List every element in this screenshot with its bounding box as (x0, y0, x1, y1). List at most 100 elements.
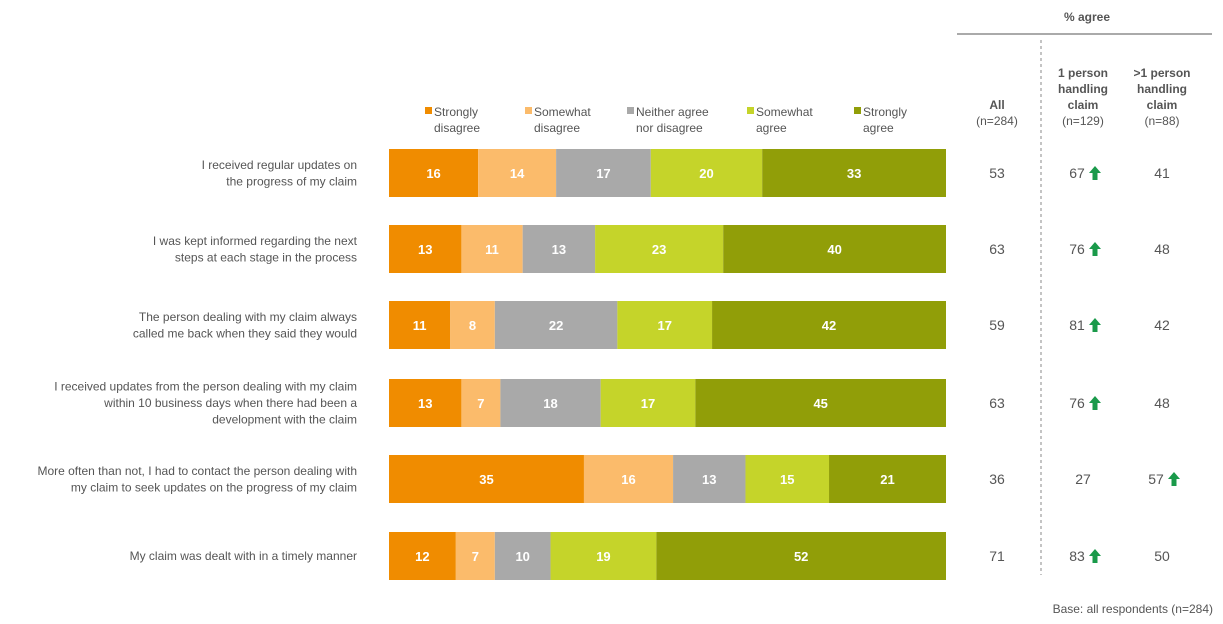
agree-value: 36 (989, 471, 1005, 487)
up-arrow-icon (1168, 472, 1180, 486)
bar-value-label: 17 (596, 166, 610, 181)
bar-segment-strongly-disagree (389, 149, 479, 197)
bar-segment-somewhat-agree (595, 225, 724, 273)
row-label: I received updates from the person deali… (54, 380, 357, 394)
bar-segment-neither-agree-nor-disagree (522, 225, 596, 273)
bar-value-label: 22 (549, 318, 563, 333)
row-label: steps at each stage in the process (175, 250, 357, 264)
row-label: I was kept informed regarding the next (153, 234, 358, 248)
bar-segment-somewhat-disagree (455, 532, 495, 580)
agree-value: 27 (1075, 471, 1091, 487)
bar-value-label: 13 (702, 472, 716, 487)
bar-segment-neither-agree-nor-disagree (500, 379, 601, 427)
bar-segment-somewhat-agree (550, 532, 657, 580)
bar-segment-somewhat-disagree (461, 225, 523, 273)
agree-value: 63 (989, 395, 1005, 411)
column-header: handling (1058, 82, 1108, 96)
agree-value: 81 (1069, 317, 1085, 333)
bar-segment-strongly-disagree (389, 532, 456, 580)
bar-segment-strongly-disagree (389, 301, 451, 349)
bar-value-label: 40 (827, 242, 841, 257)
bar-segment-neither-agree-nor-disagree (673, 455, 746, 503)
column-header: (n=129) (1062, 114, 1104, 128)
legend-swatch (425, 107, 432, 114)
bar-value-label: 17 (657, 318, 671, 333)
chart-rows: I received regular updates on the progres… (37, 149, 946, 580)
up-arrow-icon (1089, 549, 1101, 563)
row-label: My claim was dealt with in a timely mann… (130, 549, 357, 563)
bar-segment-somewhat-disagree (450, 301, 495, 349)
bar-value-label: 35 (479, 472, 493, 487)
legend: Strongly disagree Somewhat disagree Neither … (425, 105, 907, 135)
agree-value: 76 (1069, 241, 1085, 257)
chart-row: More often than not, I had to contact th… (37, 455, 946, 503)
chart-row: I received regular updates on the progres… (202, 149, 946, 197)
row-label: More often than not, I had to contact th… (37, 464, 357, 478)
bar-value-label: 7 (472, 549, 479, 564)
row-label: called me back when they said they would (133, 326, 357, 340)
bar-value-label: 8 (469, 318, 476, 333)
column-header: (n=88) (1144, 114, 1179, 128)
bar-segment-somewhat-agree (650, 149, 763, 197)
bar-value-label: 7 (477, 396, 484, 411)
chart-row: I was kept informed regarding the next st… (153, 225, 946, 273)
bar-segment-somewhat-agree (600, 379, 696, 427)
row-label: the progress of my claim (226, 174, 357, 188)
legend-swatch (627, 107, 634, 114)
row-label: I received regular updates on (202, 158, 357, 172)
bar-value-label: 18 (543, 396, 557, 411)
bar-segment-somewhat-disagree (478, 149, 557, 197)
bar-segment-strongly-agree (829, 455, 946, 503)
legend-swatch (525, 107, 532, 114)
base-footnote: Base: all respondents (n=284) (1053, 602, 1213, 616)
up-arrow-icon (1089, 242, 1101, 256)
bar-value-label: 20 (699, 166, 713, 181)
bar-value-label: 15 (780, 472, 794, 487)
bar-value-label: 21 (880, 472, 894, 487)
agree-value: 63 (989, 241, 1005, 257)
legend-label: Somewhat (756, 105, 813, 119)
bar-segment-neither-agree-nor-disagree (494, 301, 618, 349)
bar-segment-somewhat-agree (745, 455, 830, 503)
agree-value: 67 (1069, 165, 1085, 181)
bar-segment-strongly-agree (695, 379, 946, 427)
column-header: >1 person (1133, 66, 1190, 80)
legend-label: Somewhat (534, 105, 591, 119)
bar-segment-strongly-agree (762, 149, 946, 197)
agree-column: 1 person handling claim (n=129) 67 76 81 76 27 83 (1058, 66, 1108, 564)
bar-segment-neither-agree-nor-disagree (494, 532, 551, 580)
agree-table: % agree All (n=284) 53 63 59 63 36 71 1 person han… (957, 10, 1212, 575)
agree-value: 50 (1154, 548, 1170, 564)
chart-row: My claim was dealt with in a timely mann… (130, 532, 946, 580)
chart-row: I received updates from the person deali… (54, 379, 946, 427)
legend-swatch (747, 107, 754, 114)
bar-segment-strongly-agree (712, 301, 946, 349)
bar-value-label: 23 (652, 242, 666, 257)
bar-segment-strongly-disagree (389, 455, 584, 503)
agree-value: 57 (1148, 471, 1164, 487)
column-header: claim (1147, 98, 1178, 112)
bar-segment-somewhat-disagree (583, 455, 674, 503)
agree-column: >1 person handling claim (n=88) 41 48 42 48 57 50 (1133, 66, 1190, 564)
agree-value: 71 (989, 548, 1005, 564)
row-label: development with the claim (212, 413, 357, 427)
column-header: (n=284) (976, 114, 1018, 128)
bar-value-label: 13 (418, 242, 432, 257)
column-header: 1 person (1058, 66, 1108, 80)
bar-segment-strongly-agree (656, 532, 946, 580)
legend-label: agree (863, 121, 894, 135)
agree-column: All (n=284) 53 63 59 63 36 71 (976, 98, 1018, 564)
column-header: claim (1068, 98, 1099, 112)
bar-value-label: 33 (847, 166, 861, 181)
bar-value-label: 13 (418, 396, 432, 411)
up-arrow-icon (1089, 166, 1101, 180)
bar-segment-somewhat-disagree (461, 379, 501, 427)
up-arrow-icon (1089, 318, 1101, 332)
bar-value-label: 12 (415, 549, 429, 564)
bar-value-label: 11 (485, 242, 499, 257)
legend-label: disagree (434, 121, 480, 135)
legend-label: nor disagree (636, 121, 703, 135)
row-label: within 10 business days when there had b… (103, 396, 357, 410)
bar-value-label: 13 (552, 242, 566, 257)
